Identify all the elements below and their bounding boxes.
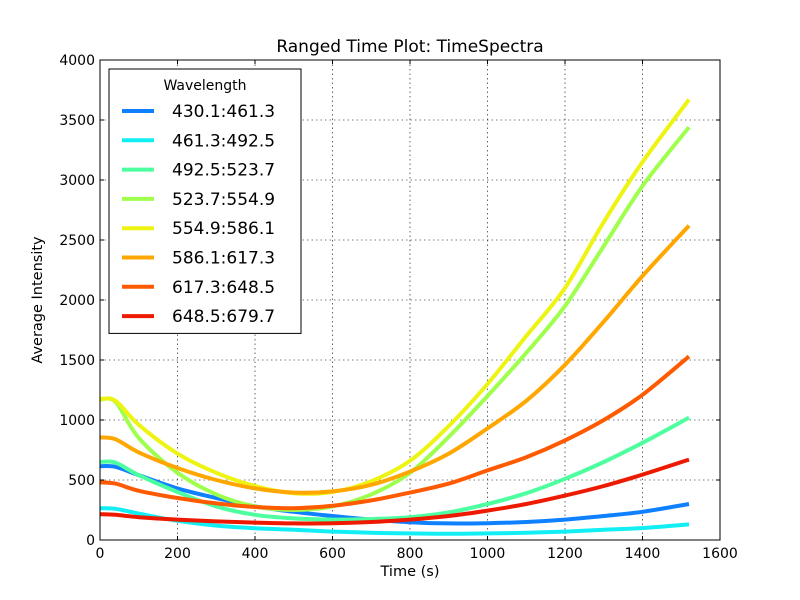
legend-entries: 430.1:461.3 461.3:492.5 492.5:523.7 523.7:5… — [122, 102, 275, 327]
y-axis-label: Average Intensity — [30, 236, 46, 364]
y-tick-label: 3500 — [59, 113, 95, 129]
y-tick-label: 0 — [86, 533, 95, 549]
legend-label-7: 648.5:679.7 — [172, 307, 275, 327]
x-tick-label: 1400 — [625, 546, 661, 562]
legend: Wavelength 430.1:461.3 461.3:492.5 492.5:5… — [108, 68, 302, 334]
y-tick-label: 4000 — [59, 53, 95, 69]
series-line-2 — [99, 415, 690, 522]
series-line-7 — [99, 457, 690, 526]
legend-label-4: 554.9:586.1 — [172, 219, 275, 239]
x-tick-label: 1600 — [702, 546, 738, 562]
chart-title: Ranged Time Plot: TimeSpectra — [276, 37, 543, 57]
x-tick-label: 400 — [242, 546, 269, 562]
y-tick-label: 1000 — [59, 413, 95, 429]
series-line-5 — [99, 224, 691, 495]
legend-label-2: 492.5:523.7 — [172, 161, 275, 181]
y-tick-label: 1500 — [59, 353, 95, 369]
legend-label-0: 430.1:461.3 — [172, 102, 275, 122]
x-tick-label: 1200 — [547, 546, 583, 562]
x-axis-label: Time (s) — [380, 564, 440, 580]
x-tick-label: 800 — [397, 546, 424, 562]
x-tick-label: 0 — [96, 546, 105, 562]
x-tick-label: 200 — [164, 546, 191, 562]
legend-title: Wavelength — [163, 78, 246, 94]
series-line-6 — [99, 354, 691, 511]
axis-ticks: 0 200 400 600 800 1000 1200 1400 1600 0 500 1000 150… — [59, 53, 737, 562]
legend-label-1: 461.3:492.5 — [172, 131, 275, 151]
legend-label-6: 617.3:648.5 — [172, 278, 275, 298]
series-lines — [99, 98, 691, 536]
y-tick-label: 3000 — [59, 173, 95, 189]
legend-box — [108, 68, 302, 334]
y-tick-label: 2500 — [59, 233, 95, 249]
x-tick-label: 600 — [319, 546, 346, 562]
x-tick-label: 1000 — [470, 546, 506, 562]
y-tick-label: 2000 — [59, 293, 95, 309]
legend-label-5: 586.1:617.3 — [172, 249, 275, 269]
series-line-4 — [99, 98, 691, 496]
y-tick-label: 500 — [68, 473, 95, 489]
legend-label-3: 523.7:554.9 — [172, 190, 275, 210]
